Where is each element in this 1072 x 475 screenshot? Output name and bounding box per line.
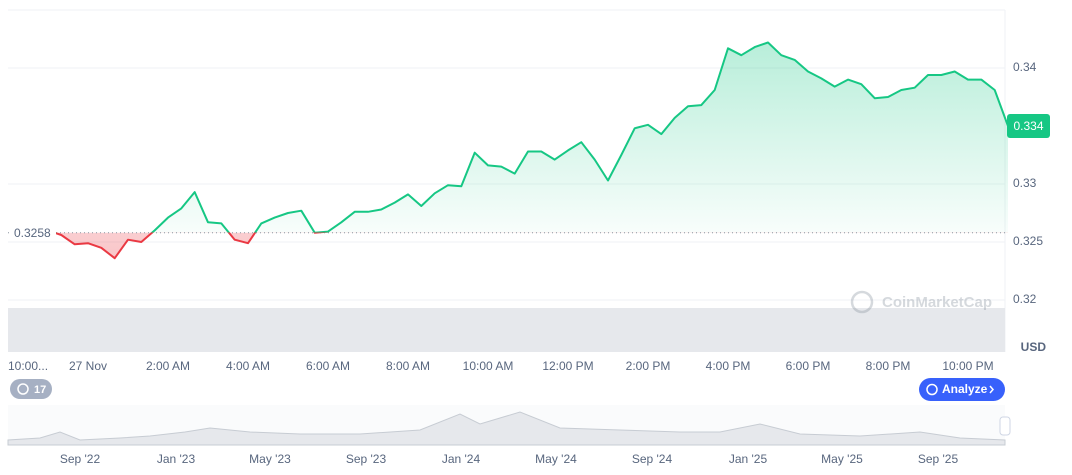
navigator-label: Sep '24 bbox=[632, 452, 673, 466]
current-price-badge bbox=[1007, 114, 1050, 138]
x-tick-label: 10:00 PM bbox=[942, 359, 993, 373]
navigator-label: Sep '23 bbox=[346, 452, 387, 466]
y-tick-label: 0.32 bbox=[1013, 292, 1037, 306]
navigator-label: Sep '22 bbox=[60, 452, 101, 466]
analyze-button[interactable]: Analyze bbox=[919, 378, 1005, 401]
navigator-label: Jan '23 bbox=[157, 452, 196, 466]
y-tick-label: 0.33 bbox=[1013, 176, 1037, 190]
volume-area bbox=[8, 308, 1005, 352]
x-tick-label: 8:00 AM bbox=[386, 359, 430, 373]
current-price-label: 0.334 bbox=[1013, 119, 1043, 133]
baseline-label-bg bbox=[10, 224, 56, 241]
analyze-label: Analyze bbox=[942, 382, 988, 396]
watermark-text: CoinMarketCap bbox=[882, 294, 992, 311]
price-area bbox=[8, 42, 1008, 259]
x-tick-label: 6:00 AM bbox=[306, 359, 350, 373]
navigator-label: Sep '25 bbox=[918, 452, 959, 466]
watermark-logo bbox=[850, 290, 874, 314]
y-tick-label: 0.325 bbox=[1013, 234, 1043, 248]
navigator-label: May '24 bbox=[535, 452, 577, 466]
x-tick-label: 27 Nov bbox=[69, 359, 107, 373]
history-count: 17 bbox=[34, 384, 46, 396]
history-badge[interactable]: 17 bbox=[10, 379, 52, 399]
y-tick-label: 0.34 bbox=[1013, 60, 1037, 74]
analyze-icon bbox=[926, 383, 938, 396]
analyze-button-bg bbox=[919, 378, 1005, 401]
navigator-handle[interactable] bbox=[999, 416, 1011, 436]
navigator-label: May '25 bbox=[821, 452, 863, 466]
x-tick-label: 8:00 PM bbox=[866, 359, 911, 373]
watermark: CoinMarketCap bbox=[850, 290, 992, 314]
navigator-label: May '23 bbox=[249, 452, 291, 466]
navigator-label: Jan '24 bbox=[442, 452, 481, 466]
baseline-label: 0.3258 bbox=[14, 226, 51, 240]
navigator-area bbox=[7, 411, 1006, 446]
price-line bbox=[47, 41, 1009, 260]
x-tick-label: 12:00 PM bbox=[542, 359, 593, 373]
history-icon bbox=[17, 383, 29, 395]
x-tick-label: 4:00 AM bbox=[226, 359, 270, 373]
x-tick-label: 2:00 AM bbox=[146, 359, 190, 373]
x-tick-label: 6:00 PM bbox=[786, 359, 831, 373]
analyze-chevron bbox=[989, 385, 994, 394]
x-tick-label: 10:00... bbox=[8, 359, 48, 373]
x-tick-label: 4:00 PM bbox=[706, 359, 751, 373]
x-tick-label: 10:00 AM bbox=[463, 359, 514, 373]
y-axis-label: USD bbox=[1021, 340, 1047, 354]
navigator-label: Jan '25 bbox=[729, 452, 768, 466]
x-tick-label: 2:00 PM bbox=[626, 359, 671, 373]
